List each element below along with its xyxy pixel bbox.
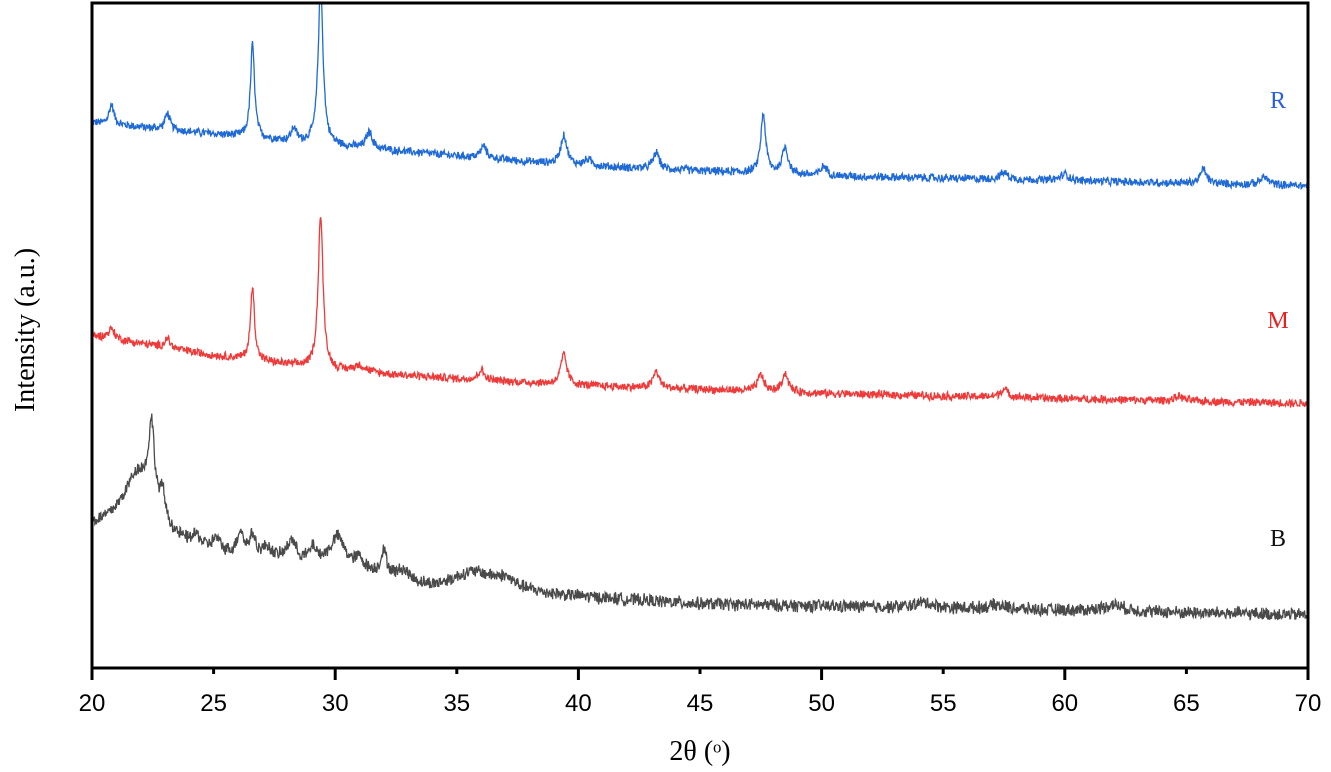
series-label-B: B bbox=[1270, 526, 1286, 552]
series-label-M: M bbox=[1267, 308, 1288, 334]
x-tick-label: 20 bbox=[79, 690, 106, 717]
x-tick-label: 30 bbox=[322, 690, 349, 717]
x-tick-label: 70 bbox=[1295, 690, 1322, 717]
x-tick-label: 50 bbox=[808, 690, 835, 717]
series-labels: R M B bbox=[1267, 88, 1288, 552]
x-tick-label: 40 bbox=[565, 690, 592, 717]
x-tick-label: 65 bbox=[1173, 690, 1200, 717]
series-line-B bbox=[92, 413, 1308, 621]
series-line-M bbox=[92, 217, 1308, 409]
x-tick-label: 55 bbox=[930, 690, 957, 717]
series-label-R: R bbox=[1270, 88, 1286, 114]
x-axis-title: 2θ (ᵒ) bbox=[669, 736, 730, 767]
x-tick-label: 60 bbox=[1051, 690, 1078, 717]
x-axis-ticks: 20 25 30 35 40 45 50 55 60 65 70 bbox=[79, 668, 1322, 717]
plot-frame bbox=[90, 1, 1310, 670]
series-line-R bbox=[92, 3, 1308, 191]
curves-group bbox=[92, 3, 1308, 621]
y-axis-title: Intensity (a.u.) bbox=[10, 248, 41, 412]
x-tick-label: 45 bbox=[687, 690, 714, 717]
x-tick-label: 25 bbox=[200, 690, 227, 717]
x-tick-label: 35 bbox=[443, 690, 470, 717]
